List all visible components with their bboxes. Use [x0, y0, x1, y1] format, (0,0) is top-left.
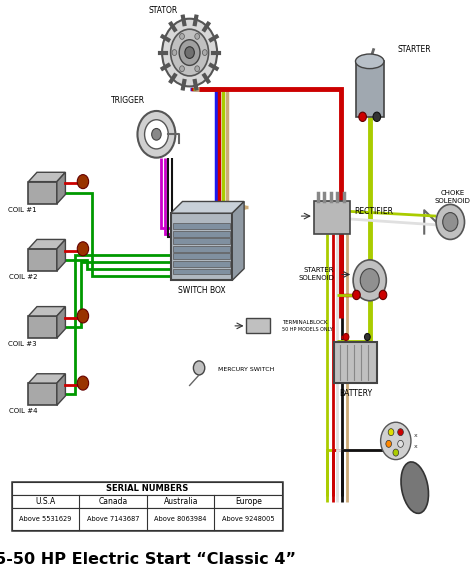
Text: STARTER: STARTER: [397, 45, 431, 54]
Circle shape: [343, 333, 349, 340]
FancyBboxPatch shape: [173, 269, 230, 274]
Text: STATOR: STATOR: [149, 6, 178, 15]
FancyBboxPatch shape: [12, 482, 282, 530]
Ellipse shape: [401, 462, 428, 513]
FancyBboxPatch shape: [334, 342, 377, 383]
Text: SERIAL NUMBERS: SERIAL NUMBERS: [106, 484, 188, 493]
Circle shape: [359, 112, 366, 121]
Polygon shape: [28, 374, 65, 383]
Text: SOLENOID: SOLENOID: [435, 198, 471, 204]
FancyBboxPatch shape: [314, 201, 350, 234]
Polygon shape: [28, 172, 65, 182]
Text: SWITCH BOX: SWITCH BOX: [178, 286, 225, 296]
FancyBboxPatch shape: [171, 213, 232, 280]
Circle shape: [77, 242, 89, 256]
FancyBboxPatch shape: [356, 61, 384, 117]
Text: MERCURY SWITCH: MERCURY SWITCH: [218, 367, 274, 371]
Circle shape: [195, 66, 200, 72]
FancyBboxPatch shape: [173, 253, 230, 259]
Text: 50 HP MODELS ONLY: 50 HP MODELS ONLY: [282, 328, 333, 332]
Circle shape: [179, 40, 200, 65]
Text: COIL #3: COIL #3: [9, 341, 37, 347]
Polygon shape: [171, 201, 244, 213]
Text: Above 8063984: Above 8063984: [155, 516, 207, 522]
Circle shape: [393, 449, 399, 456]
Text: Canada: Canada: [99, 497, 128, 506]
Circle shape: [171, 29, 209, 76]
Circle shape: [185, 47, 194, 58]
Text: TERMINALBLOCK: TERMINALBLOCK: [282, 320, 328, 325]
Circle shape: [365, 333, 370, 340]
Polygon shape: [28, 307, 65, 316]
Circle shape: [353, 290, 360, 300]
Polygon shape: [57, 374, 65, 405]
Polygon shape: [232, 201, 244, 280]
FancyBboxPatch shape: [28, 182, 57, 204]
Text: CHOKE: CHOKE: [440, 190, 465, 196]
Text: COIL #2: COIL #2: [9, 274, 37, 280]
Circle shape: [436, 204, 465, 239]
Circle shape: [77, 376, 89, 390]
Circle shape: [77, 175, 89, 189]
Text: SOLENOID: SOLENOID: [298, 275, 334, 281]
Text: x: x: [414, 444, 418, 449]
FancyBboxPatch shape: [12, 482, 282, 495]
Circle shape: [195, 33, 200, 39]
FancyBboxPatch shape: [12, 508, 282, 530]
FancyBboxPatch shape: [173, 223, 230, 229]
Circle shape: [443, 213, 458, 231]
Circle shape: [180, 66, 184, 72]
Circle shape: [398, 440, 403, 447]
Circle shape: [373, 112, 381, 121]
Polygon shape: [57, 307, 65, 338]
Circle shape: [172, 50, 177, 55]
Circle shape: [152, 128, 161, 140]
Polygon shape: [57, 239, 65, 271]
Circle shape: [386, 440, 392, 447]
Circle shape: [162, 19, 217, 86]
Circle shape: [180, 33, 184, 39]
Text: COIL #4: COIL #4: [9, 408, 37, 414]
Text: Above 5531629: Above 5531629: [19, 516, 72, 522]
Circle shape: [381, 422, 411, 460]
FancyBboxPatch shape: [28, 316, 57, 338]
Circle shape: [77, 309, 89, 323]
Text: RECTIFIER: RECTIFIER: [355, 207, 393, 216]
Text: U.S.A: U.S.A: [36, 497, 56, 506]
FancyBboxPatch shape: [173, 238, 230, 244]
Text: Europe: Europe: [235, 497, 262, 506]
FancyBboxPatch shape: [173, 246, 230, 252]
FancyBboxPatch shape: [246, 318, 270, 333]
Ellipse shape: [356, 54, 384, 68]
FancyBboxPatch shape: [173, 261, 230, 267]
Text: TRIGGER: TRIGGER: [111, 96, 145, 105]
Circle shape: [353, 260, 386, 301]
FancyBboxPatch shape: [173, 231, 230, 237]
Text: Above 7143687: Above 7143687: [87, 516, 139, 522]
Circle shape: [145, 120, 168, 149]
FancyBboxPatch shape: [12, 495, 282, 508]
Text: 45-50 HP Electric Start “Classic 4”: 45-50 HP Electric Start “Classic 4”: [0, 552, 296, 567]
FancyBboxPatch shape: [28, 249, 57, 271]
Polygon shape: [28, 239, 65, 249]
Circle shape: [202, 50, 207, 55]
Polygon shape: [57, 172, 65, 204]
Text: x: x: [414, 433, 418, 437]
Circle shape: [379, 290, 387, 300]
Text: COIL #1: COIL #1: [9, 207, 37, 213]
FancyBboxPatch shape: [28, 383, 57, 405]
Circle shape: [360, 269, 379, 292]
Text: STARTER: STARTER: [304, 267, 334, 273]
Circle shape: [388, 429, 394, 436]
Text: Australia: Australia: [164, 497, 198, 506]
Circle shape: [193, 361, 205, 375]
Circle shape: [137, 111, 175, 158]
Text: Above 9248005: Above 9248005: [222, 516, 274, 522]
Circle shape: [398, 429, 403, 436]
Text: BATTERY: BATTERY: [339, 388, 372, 398]
